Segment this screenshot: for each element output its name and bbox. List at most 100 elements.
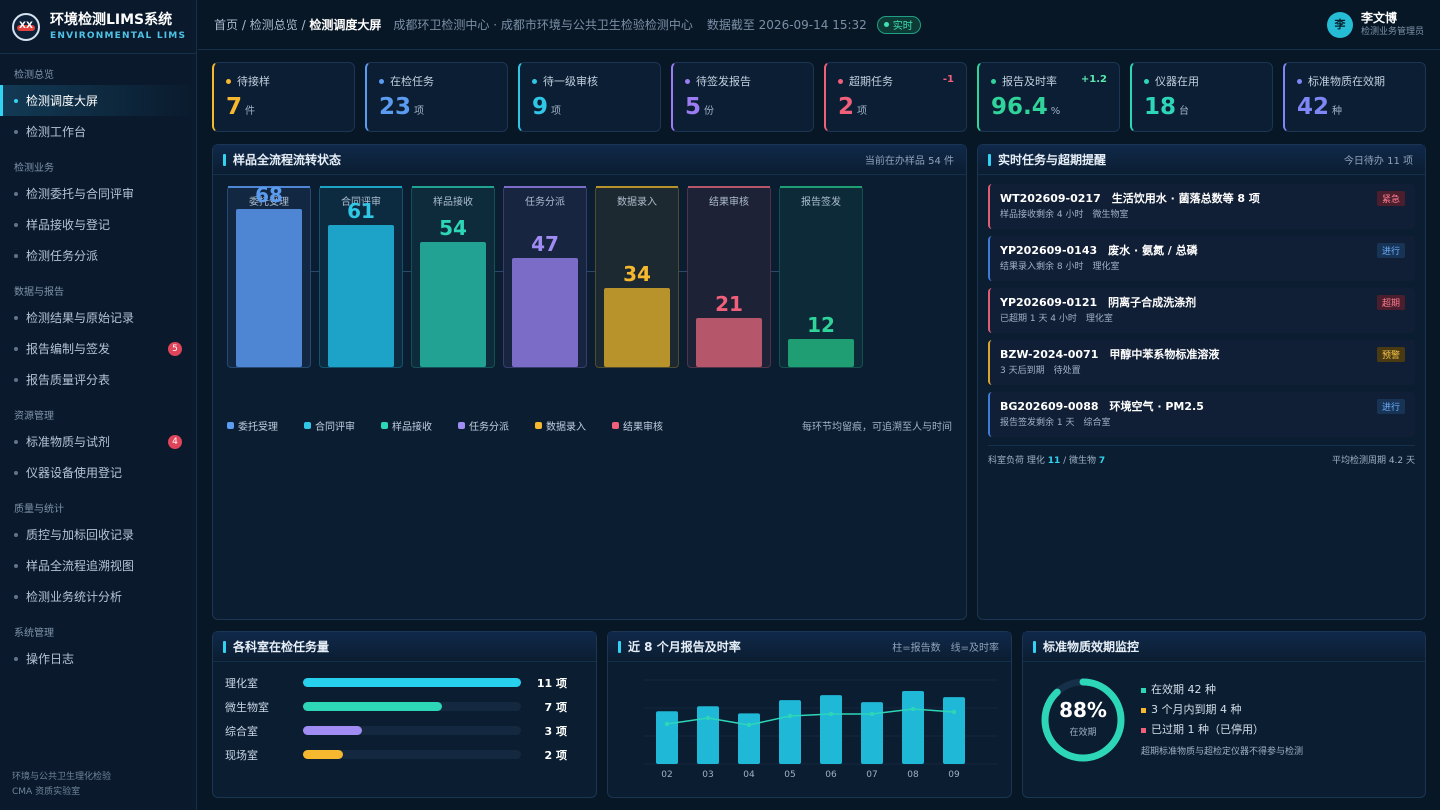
flow-stage[interactable]: 任务分派 47 <box>503 186 587 368</box>
sidebar-item[interactable]: 操作日志 <box>0 643 196 674</box>
sidebar-item[interactable]: 报告质量评分表 <box>0 364 196 395</box>
flow-stage[interactable]: 报告签发 12 <box>779 186 863 368</box>
kpi-label: 报告及时率 <box>991 73 1107 89</box>
stage-name: 报告签发 <box>801 197 841 208</box>
status-dot-icon <box>1297 78 1302 84</box>
std-legend-valid-label: 在效期 42 种 <box>1151 683 1216 696</box>
nav-group-title: 资源管理 <box>14 411 54 422</box>
flow-stage[interactable]: 合同评审 61 <box>319 186 403 368</box>
stage-name: 委托受理 <box>249 197 289 208</box>
status-dot-icon <box>532 78 537 84</box>
stage-bar <box>512 258 578 367</box>
legend-label: 委托受理 <box>238 422 278 433</box>
flow-stage[interactable]: 数据录入 34 <box>595 186 679 368</box>
x-tick-label: 07 <box>866 770 877 780</box>
flow-stage[interactable]: 结果审核 21 <box>687 186 771 368</box>
task-detail: 结果录入剩余 8 小时 理化室 <box>1000 262 1120 272</box>
crumb-home[interactable]: 首页 <box>214 18 239 32</box>
sidebar-item[interactable]: 报告编制与签发 5 <box>0 333 196 364</box>
nav-group-title: 数据与报告 <box>14 287 64 298</box>
std-panel: 标准物质效期监控 88% 在效期 在效期 42 种 3 个月内到期 4 种 已过… <box>1022 631 1426 798</box>
dept-bar-track <box>303 726 521 735</box>
flow-stage[interactable]: 样品接收 54 <box>411 186 495 368</box>
kpi-value: 96.4% <box>991 93 1107 126</box>
kpi-card[interactable]: 超期任务 2 项 -1 <box>824 62 967 132</box>
task-item[interactable]: YP202609-0143 废水 · 氨氮 / 总磷 结果录入剩余 8 小时 理化… <box>988 236 1415 281</box>
breadcrumb: 首页 / 检测总览 / 检测调度大屏 <box>214 18 382 32</box>
kpi-number: 2 <box>838 94 855 120</box>
sidebar-item-label: 质控与加标回收记录 <box>26 528 135 542</box>
task-status-badge: 进行 <box>1376 243 1405 258</box>
task-item[interactable]: BZW-2024-0071 甲醇中苯系物标准溶液 3 天后到期 待处置 预警 <box>988 340 1415 385</box>
sidebar-item[interactable]: 检测结果与原始记录 <box>0 302 196 333</box>
report-count-bar <box>902 691 924 764</box>
task-item[interactable]: YP202609-0121 阴离子合成洗涤剂 已超期 1 天 4 小时 理化室 超期 <box>988 288 1415 333</box>
sidebar-item[interactable]: 质控与加标回收记录 <box>0 519 196 550</box>
task-detail: 3 天后到期 待处置 <box>1000 366 1081 376</box>
sidebar-item-label: 检测委托与合同评审 <box>26 187 135 201</box>
status-dot-icon <box>1144 78 1149 84</box>
report-count-bar <box>779 700 801 764</box>
legend-item: 委托受理 <box>227 418 291 433</box>
footer-line-2: CMA 资质实验室 <box>12 787 81 797</box>
nav-group-title: 质量与统计 <box>14 504 64 515</box>
kpi-label: 待一级审核 <box>532 73 648 89</box>
sidebar-item[interactable]: 检测调度大屏 <box>0 85 196 116</box>
legend-label: 结果审核 <box>623 422 663 433</box>
legend-swatch <box>458 422 465 429</box>
dept-name: 微生物室 <box>225 701 269 714</box>
dept-row: 综合室 3 项 <box>225 723 570 738</box>
stage-cap <box>780 186 862 188</box>
user-menu[interactable]: 李 李文博 检测业务管理员 <box>1326 11 1424 39</box>
sidebar-item-label: 检测任务分派 <box>26 249 99 263</box>
avatar[interactable]: 李 <box>1326 12 1353 38</box>
task-item[interactable]: BG202609-0088 环境空气 · PM2.5 报告签发剩余 1 天 综合室… <box>988 392 1415 437</box>
kpi-label-text: 待签发报告 <box>696 75 751 88</box>
tasks-divider <box>988 445 1415 446</box>
stage-name: 数据录入 <box>617 197 657 208</box>
legend-item: 合同评审 <box>304 418 368 433</box>
kpi-delta: +1.2 <box>1080 74 1107 85</box>
ring-arc <box>1041 678 1125 762</box>
live-badge: 实时 <box>876 15 921 34</box>
std-panel-header: 标准物质效期监控 <box>1023 632 1425 662</box>
kpi-label-text: 仪器在用 <box>1155 75 1199 88</box>
on-time-rate-point <box>787 713 793 719</box>
kpi-number: 96.4 <box>991 94 1048 120</box>
legend-label: 任务分派 <box>469 422 509 433</box>
sidebar-item[interactable]: 检测任务分派 <box>0 240 196 271</box>
task-status-badge: 紧急 <box>1376 191 1405 206</box>
kpi-card[interactable]: 在检任务 23 项 <box>365 62 508 132</box>
sidebar-item[interactable]: 仪器设备使用登记 <box>0 457 196 488</box>
kpi-card[interactable]: 待签发报告 5 份 <box>671 62 814 132</box>
nav-group-title: 系统管理 <box>14 628 54 639</box>
kpi-card[interactable]: 报告及时率 96.4% +1.2 <box>977 62 1120 132</box>
kpi-label: 待签发报告 <box>685 73 801 89</box>
sidebar-item[interactable]: 标准物质与试剂 4 <box>0 426 196 457</box>
stage-connector <box>587 271 595 272</box>
task-item[interactable]: WT202609-0217 生活饮用水 · 菌落总数等 8 项样品接收剩余 4 … <box>988 184 1415 229</box>
kpi-card[interactable]: 待接样 7 件 <box>212 62 355 132</box>
dept-bar-fill <box>303 678 521 687</box>
kpi-card[interactable]: 仪器在用 18 台 <box>1130 62 1273 132</box>
sidebar-item[interactable]: 样品全流程追溯视图 <box>0 550 196 581</box>
kpi-card[interactable]: 待一级审核 9 项 <box>518 62 661 132</box>
app-logo[interactable]: 环境检测LIMS系统 ENVIRONMENTAL LIMS <box>0 0 196 54</box>
crumb-overview[interactable]: 检测总览 <box>249 18 298 32</box>
stage-name: 样品接收 <box>433 197 473 208</box>
sidebar-footer: 环境与公共卫生理化检验 CMA 资质实验室 <box>12 770 111 800</box>
flow-stage[interactable]: 委托受理 68 <box>227 183 311 368</box>
sidebar-item[interactable]: 检测工作台 <box>0 116 196 147</box>
sidebar-item[interactable]: 样品接收与登记 <box>0 209 196 240</box>
task-title: YP202609-0121 阴离子合成洗涤剂 <box>1000 296 1197 309</box>
legend-swatch <box>535 422 542 429</box>
sidebar-item[interactable]: 检测委托与合同评审 <box>0 178 196 209</box>
kpi-card[interactable]: 标准物质在效期 42 种 <box>1283 62 1426 132</box>
legend-label: 合同评审 <box>315 422 355 433</box>
report-count-bar <box>943 697 965 764</box>
x-tick-label: 05 <box>784 770 795 780</box>
sidebar-item[interactable]: 检测业务统计分析 <box>0 581 196 612</box>
